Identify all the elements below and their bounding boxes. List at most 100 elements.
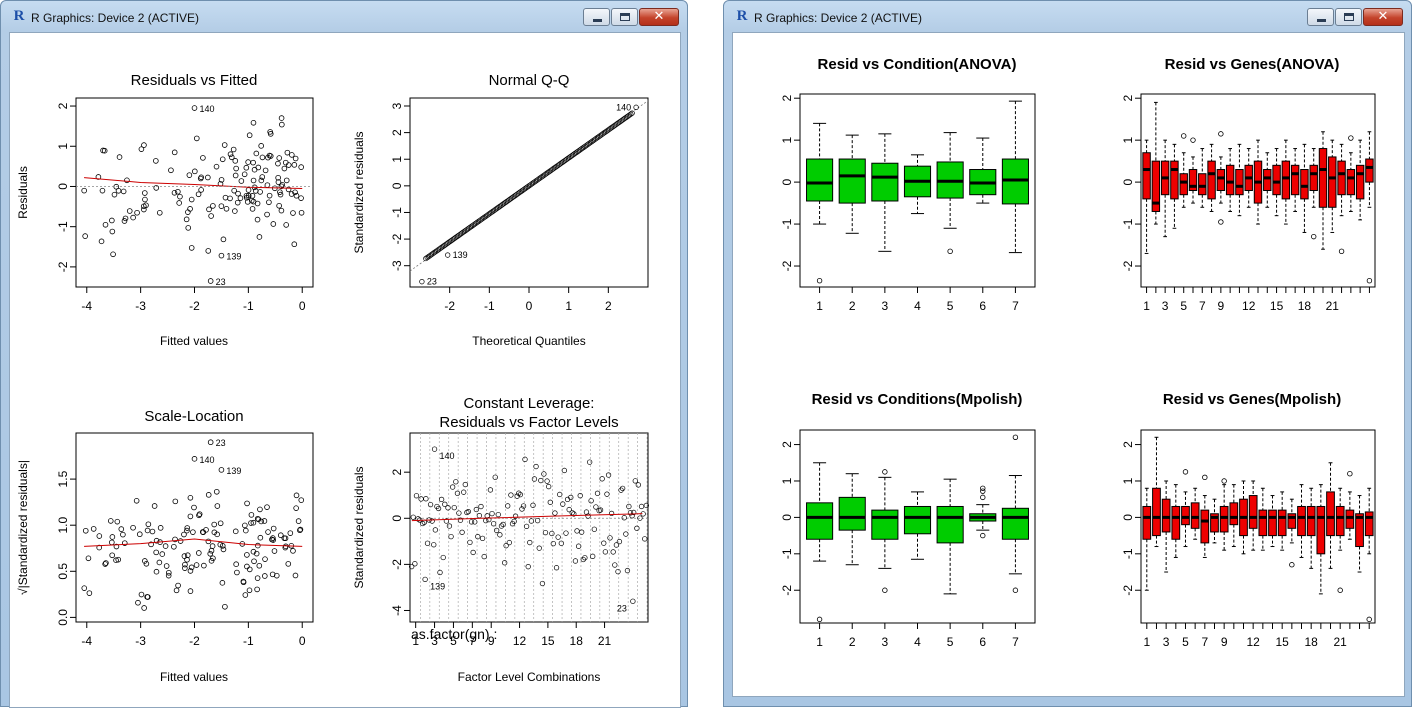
chart-title: Constant Leverage:	[464, 395, 595, 412]
outlier-point	[1366, 616, 1372, 623]
y-tick-label: 1	[780, 136, 794, 143]
data-point	[232, 172, 239, 179]
data-point	[165, 569, 172, 576]
chart-title: Resid vs Genes(ANOVA)	[1165, 56, 1340, 73]
maximize-button[interactable]	[1335, 8, 1362, 26]
data-point	[259, 174, 266, 180]
data-point	[621, 515, 627, 521]
data-point	[145, 521, 152, 528]
close-button[interactable]: ✕	[639, 8, 679, 26]
box	[1290, 164, 1300, 196]
x-tick-label: 0	[299, 299, 306, 313]
qq-point	[633, 104, 639, 110]
window-titlebar[interactable]: R R Graphics: Device 2 (ACTIVE) ✕	[724, 1, 1411, 32]
x-tick-label: 1	[816, 635, 823, 649]
minimize-button[interactable]	[583, 8, 610, 26]
chart-title: Resid vs Condition(ANOVA)	[818, 56, 1017, 73]
data-point	[130, 524, 136, 531]
data-point	[191, 456, 198, 462]
data-point	[514, 493, 520, 499]
data-point	[298, 164, 304, 170]
x-tick-label: 1	[816, 299, 823, 313]
y-tick-label: -2	[390, 559, 404, 570]
data-point	[270, 525, 277, 532]
outlier-point	[980, 488, 986, 494]
y-tick-label: -1	[1121, 548, 1135, 559]
data-point	[182, 561, 188, 568]
data-point	[220, 236, 227, 243]
data-point	[560, 501, 566, 507]
box	[1309, 164, 1318, 191]
data-point	[256, 234, 263, 240]
y-tick-label: 0	[1121, 178, 1135, 185]
close-button[interactable]: ✕	[1363, 8, 1403, 26]
data-point	[490, 521, 497, 527]
x-tick-label: 0	[299, 634, 306, 648]
r-graphics-window-left[interactable]: R R Graphics: Device 2 (ACTIVE) ✕ Residu…	[0, 0, 688, 708]
minimize-button[interactable]	[1307, 8, 1334, 26]
data-point	[109, 534, 116, 540]
y-tick-label: -2	[780, 585, 794, 596]
data-point	[251, 166, 258, 173]
window-titlebar[interactable]: R R Graphics: Device 2 (ACTIVE) ✕	[1, 1, 687, 32]
data-point	[293, 505, 299, 511]
outlier-point	[882, 469, 888, 475]
data-point	[443, 518, 450, 524]
data-point	[185, 225, 192, 231]
data-point	[85, 555, 92, 562]
data-point	[418, 496, 424, 502]
y-tick-label: 1	[56, 143, 70, 150]
box	[1161, 498, 1171, 533]
x-tick-label: 3	[1162, 299, 1169, 313]
chart-title: Residuals vs Fitted	[131, 72, 258, 89]
data-point	[642, 536, 648, 542]
data-point	[109, 539, 115, 546]
box	[1306, 505, 1316, 537]
close-icon: ✕	[1377, 9, 1389, 24]
data-point	[190, 529, 196, 535]
data-point	[211, 521, 218, 528]
x-tick-label: 12	[1246, 635, 1260, 649]
box	[903, 505, 932, 535]
data-point	[231, 187, 237, 194]
x-tick-label: 2	[849, 635, 856, 649]
outlier-point	[1218, 131, 1224, 137]
box	[1345, 509, 1355, 529]
data-point	[498, 523, 505, 529]
data-point	[530, 502, 536, 508]
data-point	[232, 208, 238, 214]
data-point	[265, 529, 271, 535]
data-point	[222, 603, 228, 610]
data-point	[145, 594, 151, 600]
data-point	[449, 484, 456, 490]
data-point	[153, 549, 159, 556]
outlier-point	[882, 587, 888, 593]
chart-title: Scale-Location	[144, 408, 243, 425]
box	[936, 505, 964, 544]
outlier-point	[1218, 219, 1224, 225]
data-point	[159, 551, 166, 557]
x-tick-label: 5	[1182, 635, 1189, 649]
chart-title: Normal Q-Q	[489, 72, 570, 89]
data-point	[175, 188, 181, 195]
data-point	[235, 190, 241, 197]
y-tick-label: 0	[56, 183, 70, 190]
data-point	[171, 189, 178, 196]
plot-frame	[409, 432, 649, 623]
data-point	[295, 518, 302, 524]
data-point	[599, 476, 605, 482]
data-point	[153, 185, 160, 191]
data-point	[587, 459, 593, 465]
data-point	[109, 217, 115, 224]
box	[1219, 505, 1229, 533]
outlier-point	[980, 532, 986, 539]
data-point	[541, 471, 547, 477]
chart-title: Resid vs Genes(Mpolish)	[1163, 391, 1341, 408]
data-point	[90, 526, 97, 532]
maximize-button[interactable]	[611, 8, 638, 26]
box	[838, 158, 866, 204]
data-point	[279, 182, 286, 188]
data-point	[205, 248, 212, 254]
factor-label: as.factor(gn) :	[411, 626, 497, 642]
r-graphics-window-right[interactable]: R R Graphics: Device 2 (ACTIVE) ✕ Resid …	[723, 0, 1412, 707]
